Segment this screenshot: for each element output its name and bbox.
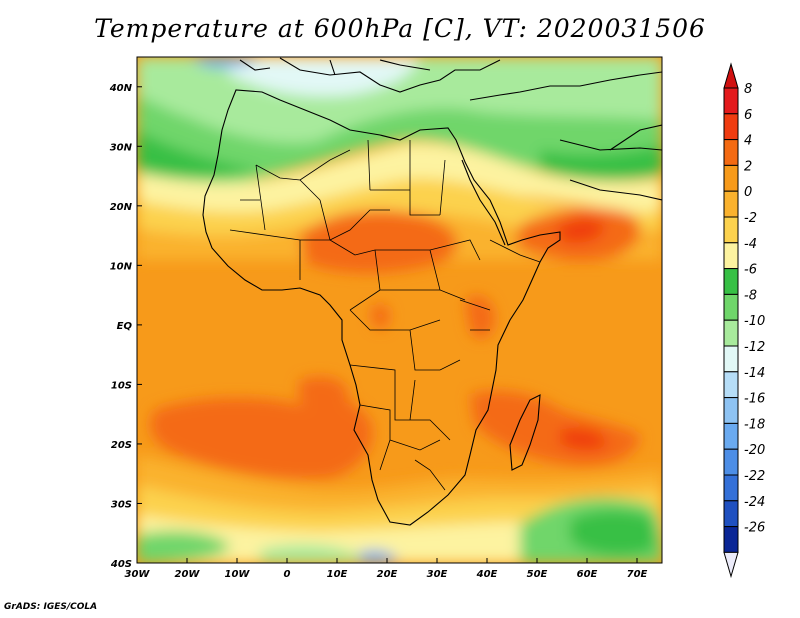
colorbar-swatch	[723, 190, 739, 218]
lon-tick-label: 20W	[175, 569, 201, 580]
colorbar-swatch	[723, 500, 739, 528]
lon-tick-label: 60E	[577, 569, 598, 580]
lon-tick-label: 40E	[476, 569, 498, 580]
colorbar-label: -18	[744, 417, 765, 432]
colorbar-bottom-arrow	[723, 551, 739, 579]
grads-credit: GrADS: IGES/COLA	[4, 602, 98, 612]
colorbar-label: -14	[744, 366, 765, 381]
colorbar-label: -24	[744, 495, 765, 510]
lat-tick-label: 10S	[111, 380, 132, 391]
lat-tick-label: 20N	[110, 202, 133, 213]
lon-tick-label: 70E	[627, 569, 648, 580]
colorbar-label: -2	[744, 211, 757, 226]
colorbar-swatch	[723, 216, 739, 244]
lon-tick-label: 30W	[125, 569, 151, 580]
colorbar-label: 6	[744, 108, 752, 123]
colorbar-swatch	[723, 448, 739, 476]
lat-tick-label: 10N	[110, 261, 133, 272]
colorbar-swatch	[723, 293, 739, 321]
colorbar-swatch	[723, 242, 739, 270]
colorbar-swatch	[723, 87, 739, 115]
colorbar-label: 0	[744, 185, 752, 200]
lon-tick-label: 50E	[527, 569, 548, 580]
colorbar-label: -16	[744, 392, 765, 407]
longitude-axis: 30W 20W 10W 0 10E 20E 30E 40E 50E 60E 70E	[125, 558, 648, 580]
colorbar-label: -22	[744, 469, 765, 484]
colorbar-label: -26	[744, 521, 765, 536]
colorbar-swatch	[723, 474, 739, 502]
colorbar: 8 6 4 2 0 -2 -4 -6 -8 -10 -12 -14 -16 -18 -20 -22 -24 -26	[723, 62, 765, 579]
colorbar-label: -10	[744, 314, 765, 329]
latitude-axis: 40N 30N 20N 10N EQ 10S 20S 30S 40S	[109, 83, 142, 570]
colorbar-swatch	[723, 113, 739, 141]
map-title: Temperature at 600hPa [C], VT: 202003150…	[94, 14, 706, 43]
lat-tick-label: 30S	[111, 499, 132, 510]
temperature-field	[137, 57, 662, 563]
coastlines	[202, 57, 662, 526]
lon-tick-label: 30E	[427, 569, 448, 580]
country-borders	[229, 139, 541, 491]
lon-tick-label: 10W	[225, 569, 251, 580]
lat-tick-label: 40N	[109, 83, 133, 94]
colorbar-label: 2	[744, 159, 752, 174]
lat-tick-label: 40S	[110, 559, 132, 570]
colorbar-swatch	[723, 371, 739, 399]
colorbar-label: 8	[744, 82, 752, 97]
lat-tick-label: 30N	[110, 142, 133, 153]
map-frame	[136, 56, 663, 564]
colorbar-swatch	[723, 164, 739, 192]
colorbar-label: -8	[744, 288, 757, 303]
colorbar-label: 4	[744, 134, 752, 149]
lon-tick-label: 10E	[327, 569, 348, 580]
lat-tick-label: EQ	[117, 321, 133, 332]
colorbar-swatch	[723, 319, 739, 347]
colorbar-swatch	[723, 268, 739, 295]
colorbar-swatch	[723, 422, 739, 450]
colorbar-top-arrow	[723, 62, 739, 89]
colorbar-swatch	[723, 139, 739, 166]
colorbar-swatch	[723, 345, 739, 373]
lon-tick-label: 0	[284, 569, 291, 580]
colorbar-label: -20	[744, 443, 765, 458]
lat-tick-label: 20S	[111, 440, 132, 451]
colorbar-label: -12	[744, 340, 765, 355]
colorbar-swatch	[723, 526, 739, 553]
colorbar-swatch	[723, 397, 739, 424]
colorbar-label: -6	[744, 263, 757, 278]
lon-tick-label: 20E	[377, 569, 398, 580]
colorbar-label: -4	[744, 237, 757, 252]
